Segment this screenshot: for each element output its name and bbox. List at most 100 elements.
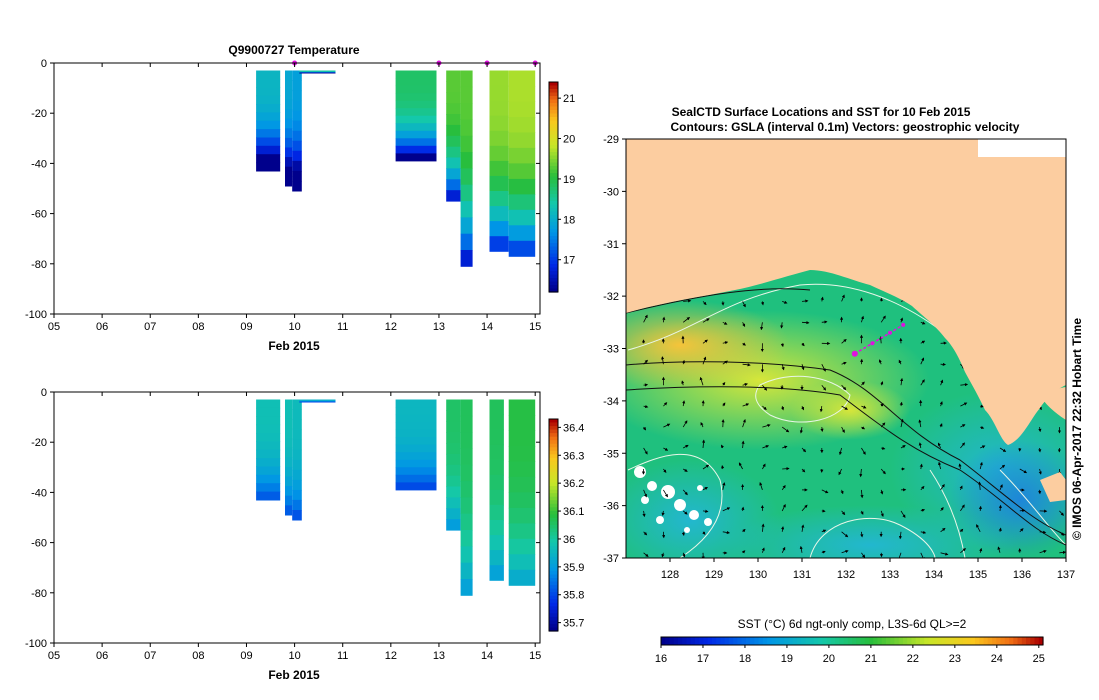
colorbar-cell bbox=[549, 155, 558, 160]
colorbar-cell bbox=[549, 236, 558, 241]
y-tick-label: -60 bbox=[31, 538, 47, 550]
profile-cell bbox=[256, 78, 281, 88]
velocity-vector bbox=[700, 421, 704, 428]
profile-cell bbox=[256, 95, 281, 105]
sst-colorbar-cell bbox=[661, 637, 666, 645]
colorbar-frame bbox=[548, 81, 559, 293]
profile-cell bbox=[292, 489, 302, 501]
profile-cell bbox=[395, 115, 437, 124]
velocity-vector bbox=[920, 321, 926, 325]
velocity-vector bbox=[682, 420, 688, 428]
sst-colorbar-cell bbox=[949, 637, 955, 645]
sst-colorbar-cell bbox=[1013, 637, 1019, 645]
sst-colorbar-cell bbox=[733, 637, 738, 645]
velocity-vector bbox=[681, 380, 685, 386]
colorbar-cell bbox=[549, 218, 558, 223]
profile-cell bbox=[446, 179, 461, 191]
velocity-vector bbox=[978, 481, 982, 490]
colorbar-cell bbox=[549, 120, 558, 125]
x-tick-label: 10 bbox=[288, 321, 300, 333]
colorbar-tick-label: 18 bbox=[563, 214, 575, 226]
x-tick-label: 15 bbox=[529, 650, 541, 662]
colorbar-cell bbox=[549, 613, 558, 618]
profile-cell bbox=[256, 449, 281, 459]
profile-cell bbox=[292, 449, 302, 461]
profile-cell bbox=[508, 399, 536, 416]
profile-cell bbox=[489, 175, 509, 192]
colorbar-cell bbox=[549, 468, 558, 473]
profile-cell bbox=[285, 70, 293, 81]
profile-cell bbox=[446, 486, 461, 498]
profile-cell bbox=[256, 407, 281, 417]
profile-cell bbox=[508, 446, 536, 462]
profile-cell bbox=[285, 495, 293, 506]
colorbar-cell bbox=[549, 457, 558, 462]
colorbar-cell bbox=[549, 528, 558, 533]
profile-cell bbox=[285, 166, 293, 177]
velocity-vector bbox=[821, 550, 826, 554]
sst-colorbar-cell bbox=[678, 637, 683, 645]
colorbar-cell bbox=[549, 215, 558, 220]
profile-cell bbox=[460, 135, 473, 153]
sst-colorbar-tick-label: 25 bbox=[1033, 653, 1045, 665]
velocity-vector bbox=[900, 317, 904, 323]
sst-colorbar-cell bbox=[1017, 637, 1023, 645]
profile-cell bbox=[395, 70, 437, 79]
velocity-vector bbox=[821, 384, 827, 391]
velocity-vector bbox=[821, 529, 827, 533]
colorbar-cell bbox=[549, 166, 558, 171]
profile-cell bbox=[292, 429, 302, 441]
colorbar-tick-label: 35.8 bbox=[563, 590, 584, 602]
sst-colorbar-cell bbox=[898, 637, 904, 645]
sst-colorbar-cell bbox=[877, 637, 883, 645]
sst-colorbar-cell bbox=[716, 637, 721, 645]
colorbar-tick-label: 17 bbox=[563, 255, 575, 267]
colorbar-cell bbox=[549, 592, 558, 597]
map-x-ticks: 128 129 130 131 132 133 134 135 136 137 bbox=[661, 558, 1075, 581]
salinity-profiles bbox=[256, 399, 536, 596]
sst-colorbar-cell bbox=[762, 637, 768, 645]
profile-cell bbox=[446, 81, 461, 93]
velocity-vector bbox=[1019, 528, 1024, 533]
profile-cell bbox=[489, 191, 509, 207]
velocity-vector bbox=[940, 552, 949, 556]
velocity-vector bbox=[643, 552, 649, 558]
sst-colorbar-cell bbox=[869, 637, 874, 645]
profile-cell bbox=[446, 399, 461, 411]
x-tick-label: 05 bbox=[48, 321, 60, 333]
sst-colorbar-cell bbox=[847, 637, 853, 645]
map-x-tick-label: 137 bbox=[1057, 569, 1075, 581]
colorbar-cell bbox=[549, 190, 558, 195]
sst-colorbar-cell bbox=[805, 637, 811, 645]
velocity-vector bbox=[1038, 427, 1042, 433]
map-x-tick-label: 134 bbox=[925, 569, 943, 581]
profile-cell bbox=[395, 452, 437, 461]
velocity-vector bbox=[997, 546, 1001, 553]
sst-colorbar-cell bbox=[992, 637, 997, 645]
map-y-tick-label: -34 bbox=[603, 396, 619, 408]
salinity-y-ticks: 0 -20 -40 -60 -80 -100 bbox=[25, 387, 540, 650]
velocity-vector bbox=[820, 296, 824, 302]
colorbar-cell bbox=[549, 271, 558, 276]
sst-colorbar-cell bbox=[750, 637, 755, 645]
colorbar-tick-label: 19 bbox=[563, 174, 575, 186]
colorbar-cell bbox=[549, 578, 558, 583]
y-tick-label: -100 bbox=[25, 638, 47, 650]
colorbar-cell bbox=[549, 440, 558, 445]
profile-cell bbox=[285, 418, 293, 429]
velocity-vector bbox=[960, 402, 968, 407]
sst-colorbar-cell bbox=[720, 637, 726, 645]
y-tick-label: -20 bbox=[31, 437, 47, 449]
profile-cell bbox=[489, 221, 509, 237]
profile-cell bbox=[292, 469, 302, 481]
velocity-vector bbox=[762, 384, 768, 391]
velocity-vector bbox=[742, 403, 750, 407]
profile-cell bbox=[395, 474, 437, 483]
profile-cell bbox=[489, 236, 509, 252]
profile-cell bbox=[292, 399, 302, 410]
map-x-tick-label: 128 bbox=[661, 569, 679, 581]
sst-colorbar-cell bbox=[881, 637, 887, 645]
sst-colorbar-cell bbox=[1004, 637, 1010, 645]
velocity-vector bbox=[762, 463, 766, 470]
velocity-vector bbox=[940, 527, 946, 533]
